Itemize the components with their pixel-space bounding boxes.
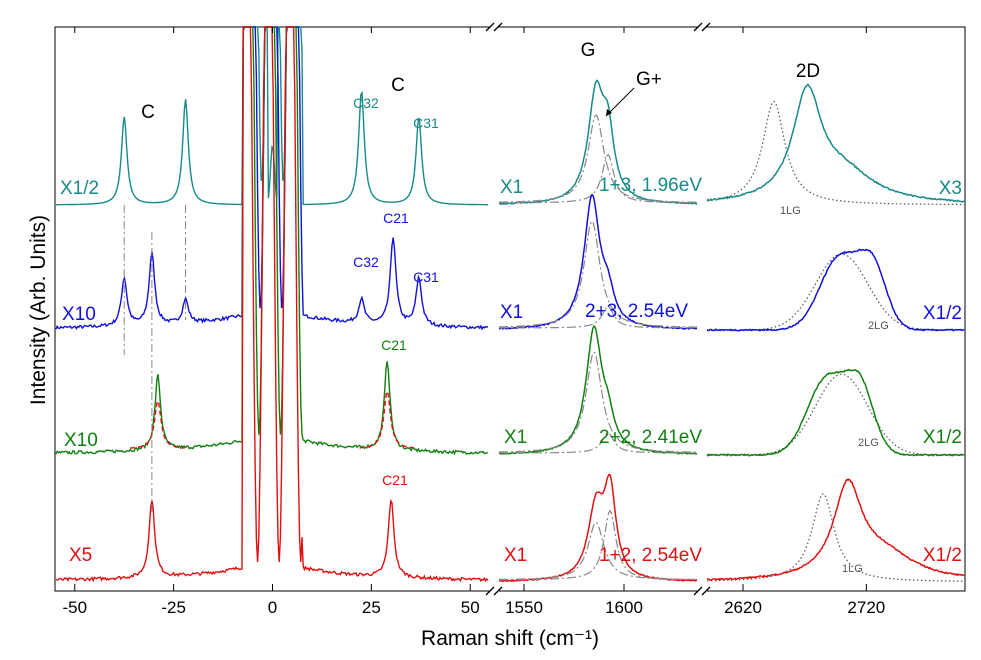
peak-label-c32: C32 (353, 254, 379, 270)
gplus-arrow (605, 87, 635, 117)
series-line-low (55, 26, 489, 456)
series-line-2D (706, 83, 965, 203)
fit-curve-low (359, 389, 415, 449)
x-tick-label: 2720 (847, 598, 885, 617)
reference-curve-2D (706, 100, 964, 206)
fit-curve-G (499, 306, 697, 329)
x-axis-label: Raman shift (cm⁻¹) (421, 627, 599, 650)
x-tick-label: 2620 (724, 598, 762, 617)
fit-curve-G (499, 509, 697, 581)
axis-break-mark (693, 22, 703, 32)
axis-break-mark (485, 22, 495, 32)
series-line-2D (707, 478, 965, 581)
axis-break-mask-bottom (698, 584, 706, 598)
fit-curve-G (498, 219, 697, 328)
x-tick-label: 0 (268, 598, 277, 617)
x-tick-label: 1550 (505, 598, 543, 617)
peak-label-c21: C21 (381, 337, 407, 353)
x-tick-label: -25 (161, 598, 186, 617)
series-name: 2+2, 2.41eV (599, 427, 702, 448)
axes-layer: -50 -25 0 25 50 1550 1600 2620 2720 (62, 20, 885, 617)
scale-factor-low: X10 (62, 304, 96, 325)
fit-curve-low (130, 399, 185, 449)
axis-break-mark (701, 22, 711, 32)
plot-frame (54, 26, 966, 592)
x-tick-label: -50 (62, 598, 87, 617)
fit-curve-G (499, 114, 697, 203)
peak-label-c21: C21 (383, 210, 409, 226)
series-line-low (56, 26, 488, 206)
peak-label-c21: C21 (382, 472, 408, 488)
axis-break-mark (693, 586, 703, 596)
scale-factor-2D: X1/2 (923, 303, 962, 324)
reference-label: 1LG (842, 563, 863, 575)
axis-break-mark (485, 586, 495, 596)
series-name: 2+3, 2.54eV (585, 301, 688, 322)
axis-break-mask-top (698, 20, 706, 34)
series-line-2D (706, 248, 965, 332)
peak-label-C: C (141, 102, 155, 123)
gplus-arrowhead (606, 109, 612, 116)
reference-label: 2LG (868, 320, 889, 332)
axis-break-mask-top (490, 20, 498, 34)
x-tick-label: 25 (362, 598, 381, 617)
peak-label-c31: C31 (413, 269, 439, 285)
scale-factor-G: X1 (500, 177, 523, 198)
peak-label-c31: C31 (413, 115, 439, 131)
series-name: 1+3, 1.96eV (599, 175, 702, 196)
scale-factor-2D: X1/2 (923, 545, 962, 566)
scale-factor-G: X1 (504, 427, 527, 448)
peak-label-C: C (391, 75, 405, 96)
annotations-layer: C C G G+ 2D C32 C31 C32 C21 C31 C21 C21 X1/2 X1 X3 1+3,… (60, 40, 962, 575)
scale-factor-low: X5 (69, 545, 92, 566)
axis-break-mask-bottom (490, 584, 498, 598)
peak-label-G: G (581, 40, 596, 61)
scale-factor-G: X1 (500, 302, 523, 323)
scale-factor-low: X10 (64, 430, 98, 451)
reference-label: 2LG (858, 437, 879, 449)
curves-layer (55, 26, 965, 583)
scale-factor-2D: X1/2 (923, 427, 962, 448)
axis-break-mark (493, 586, 503, 596)
scale-factor-low: X1/2 (60, 178, 99, 199)
y-axis-label: Intensity (Arb. Units) (27, 215, 50, 405)
series-name: 1+2, 2.54eV (599, 545, 702, 566)
series-line-G (498, 324, 698, 455)
scale-factor-2D: X3 (939, 178, 962, 199)
reference-label: 1LG (780, 205, 801, 217)
axis-break-mark (701, 586, 711, 596)
peak-label-2D: 2D (796, 61, 820, 82)
x-tick-label: 50 (461, 598, 480, 617)
axis-break-mark (493, 22, 503, 32)
fit-curve-G (499, 154, 697, 204)
reference-curve-2D (707, 493, 964, 582)
peak-label-Gplus: G+ (636, 69, 662, 90)
series-line-2D (706, 368, 965, 457)
peak-label-c32: C32 (353, 95, 379, 111)
x-tick-label: 1600 (605, 598, 643, 617)
scale-factor-G: X1 (504, 545, 527, 566)
